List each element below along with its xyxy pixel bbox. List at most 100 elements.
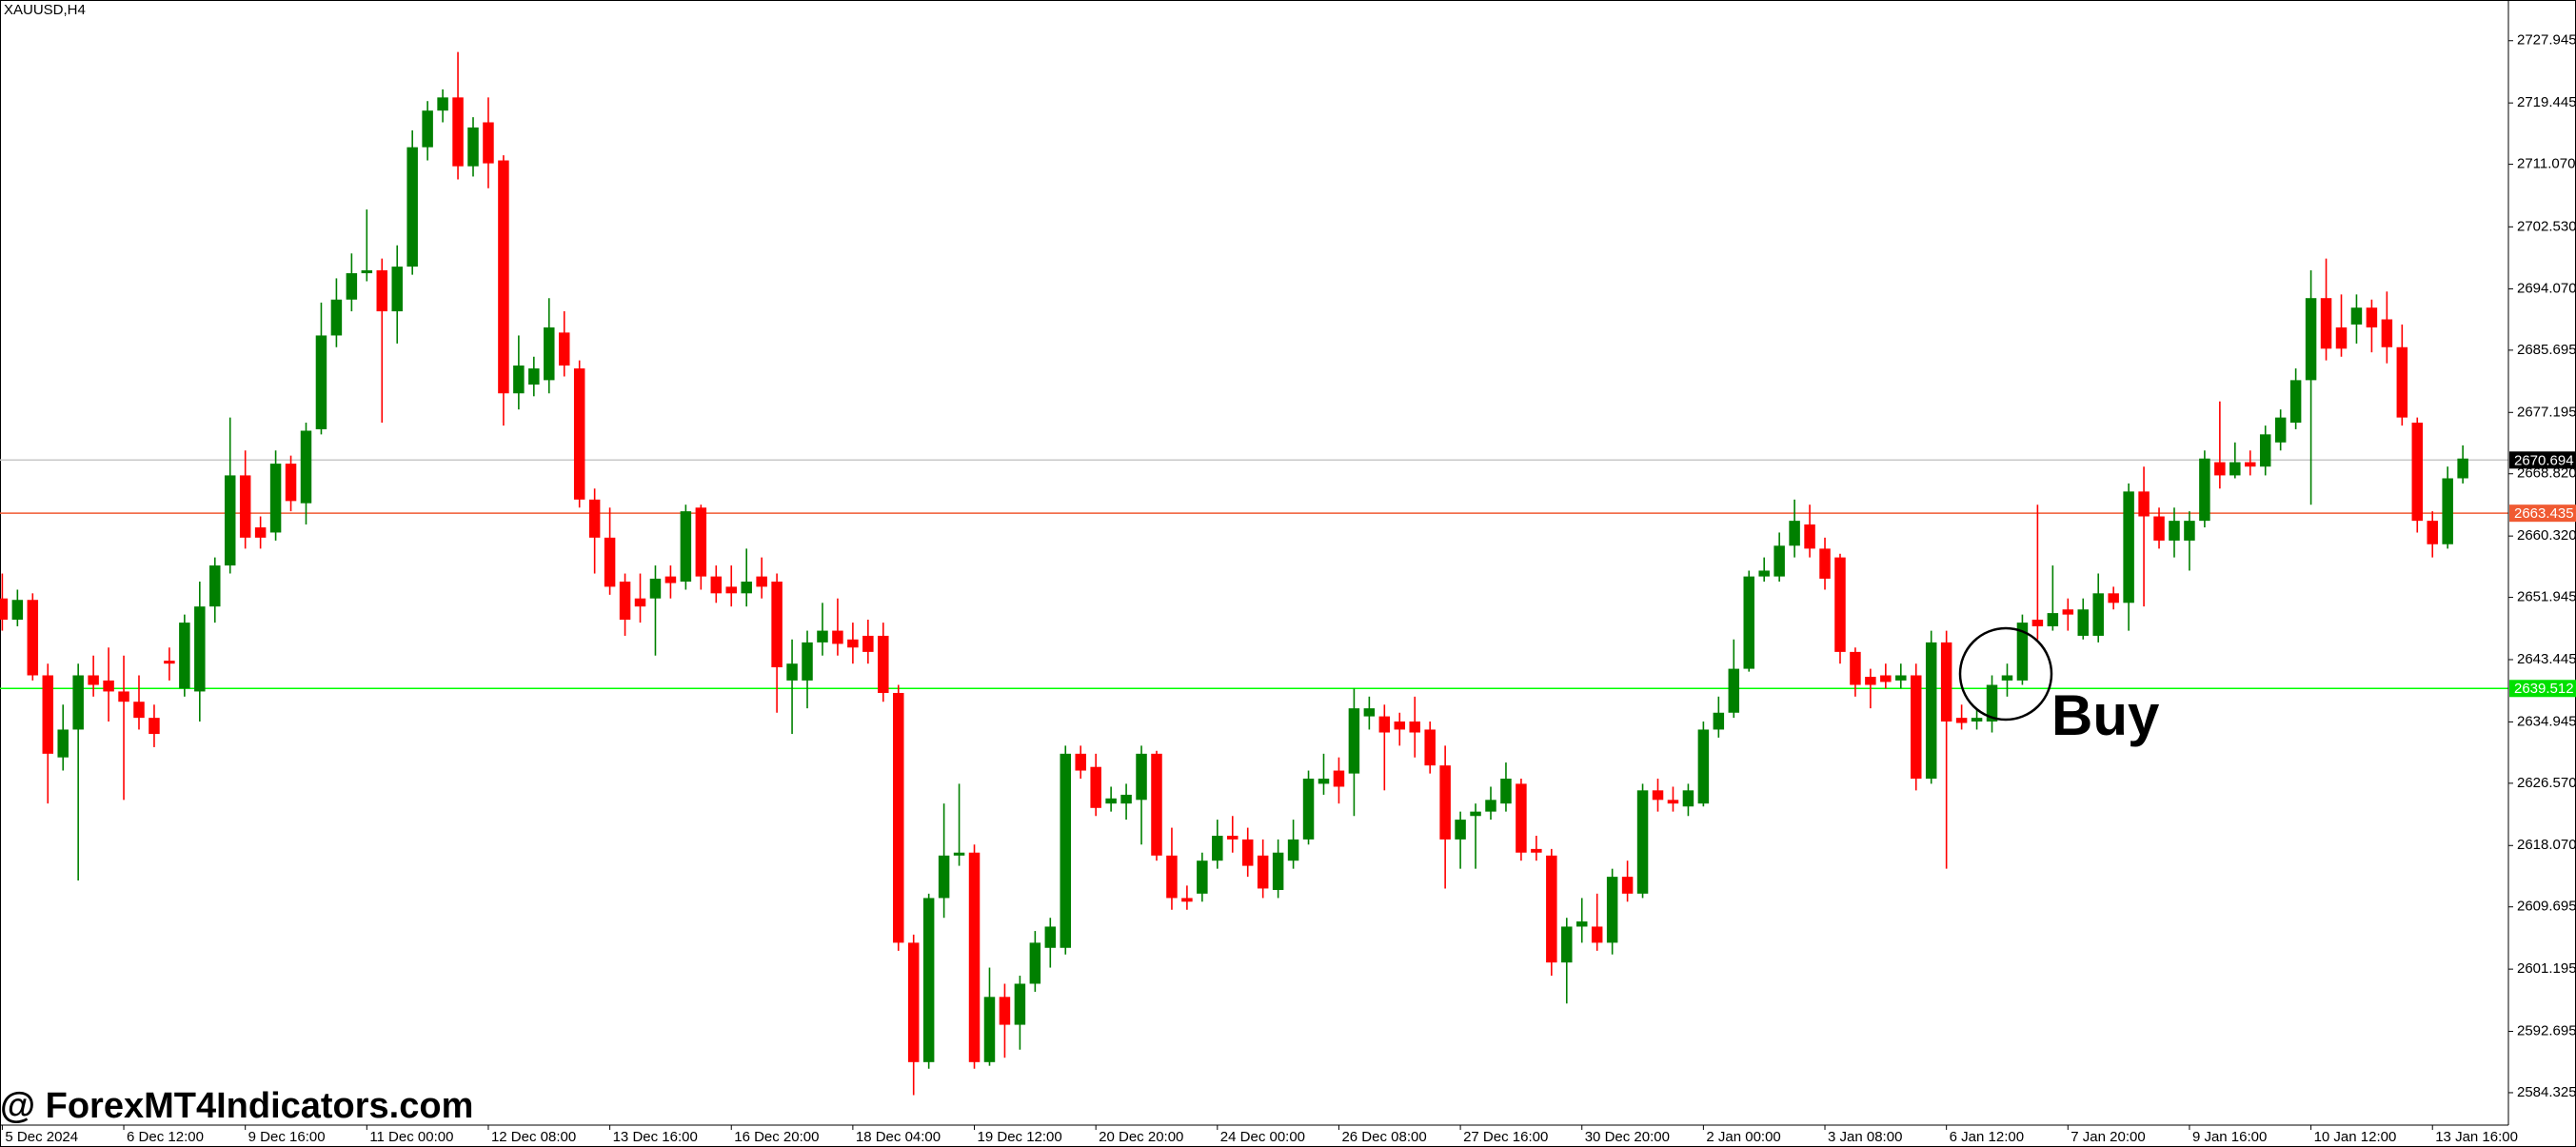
y-tick-label: 2711.070 [2517, 156, 2575, 172]
y-tick-label: 2685.695 [2517, 342, 2576, 358]
price-lines [0, 459, 2508, 690]
price-label: 2663.435 [2514, 505, 2574, 522]
candle-body [285, 464, 297, 502]
candle-body [2153, 516, 2165, 541]
candle-body [619, 582, 631, 621]
candle-body [2138, 491, 2150, 517]
candle-body [1895, 675, 1907, 681]
candle-body [2289, 380, 2302, 424]
candle-body [1363, 708, 1376, 717]
candle-body [11, 600, 24, 621]
candle-body [498, 160, 509, 394]
candle-body [1925, 642, 1937, 780]
candle-body [649, 578, 662, 599]
candle-body [1789, 521, 1800, 546]
candle-body [88, 675, 99, 685]
candle-body [2259, 434, 2271, 467]
candle-body [2366, 307, 2378, 327]
candle-body [346, 273, 358, 300]
candle-body [194, 606, 206, 692]
y-tick-label: 2584.325 [2517, 1084, 2576, 1100]
candle-body [513, 365, 525, 394]
x-tick-label: 7 Jan 20:00 [2071, 1129, 2145, 1145]
candle-body [467, 127, 479, 167]
candle-body [1348, 708, 1360, 774]
candle-body [2274, 417, 2287, 443]
x-tick-label: 9 Jan 16:00 [2192, 1129, 2267, 1145]
candle-body [1682, 790, 1694, 807]
candle-body [315, 335, 327, 429]
candle-body [483, 122, 494, 164]
y-tick-label: 2618.070 [2517, 837, 2576, 853]
candle-body [2305, 298, 2317, 381]
candle-body [179, 623, 190, 689]
y-tick-label: 2626.570 [2517, 775, 2576, 791]
candle-body [330, 299, 343, 336]
buy-circle [1958, 626, 2053, 722]
candle-body [1318, 779, 1330, 784]
candle-body [1971, 718, 1983, 722]
candle-body [1257, 855, 1269, 889]
candle-body [1409, 721, 1420, 733]
candle-body [2062, 609, 2074, 615]
candle-body [695, 507, 707, 577]
candle-body [1986, 684, 1998, 722]
candle-body [968, 852, 981, 1062]
candle-body [27, 600, 39, 676]
candle-body [406, 147, 418, 267]
candle-body [1804, 524, 1815, 549]
candle-body [1439, 765, 1451, 840]
candle-body [1834, 557, 1846, 652]
candle-body [164, 661, 175, 664]
y-tick-label: 2727.945 [2517, 32, 2576, 49]
candle-body [2016, 623, 2029, 681]
candle-body [1060, 753, 1072, 948]
candle-body [2457, 458, 2468, 479]
x-tick-label: 13 Jan 16:00 [2435, 1129, 2518, 1145]
candle-body [2335, 326, 2348, 349]
candle-body [680, 511, 692, 583]
candle-body [1713, 712, 1725, 730]
candle-body [1197, 860, 1208, 894]
candle-body [2381, 319, 2393, 347]
x-tick-label: 19 Dec 12:00 [978, 1129, 1062, 1145]
candle-body [1151, 753, 1162, 856]
candle-body [209, 565, 221, 607]
candle-body [2350, 307, 2363, 325]
candle-body [422, 110, 433, 148]
candle-body [1955, 718, 1968, 723]
candle-body [588, 499, 601, 538]
candle-body [1014, 983, 1026, 1025]
x-tick-label: 26 Dec 08:00 [1341, 1129, 1426, 1145]
candle-body [239, 475, 251, 538]
candle-body [922, 898, 935, 1062]
candle-body [938, 855, 950, 899]
candle-body [2123, 491, 2134, 603]
candle-body [1758, 570, 1770, 577]
y-tick-label: 2609.695 [2517, 899, 2576, 915]
candle-body [1652, 790, 1664, 801]
candle-body [269, 464, 282, 533]
candle-body [300, 430, 312, 504]
candle-body [604, 537, 616, 587]
x-tick-label: 5 Dec 2024 [5, 1129, 78, 1145]
x-tick-label: 3 Jan 08:00 [1828, 1129, 1902, 1145]
candle-body [0, 598, 9, 621]
candle-body [452, 97, 464, 167]
candle-body [224, 475, 236, 566]
candle-body [1546, 855, 1557, 963]
candle-body [1424, 729, 1436, 766]
candle-body [1044, 926, 1057, 948]
candle-body [1531, 848, 1542, 853]
candle-body [42, 675, 54, 754]
candle-body [437, 97, 448, 111]
candle-body [1090, 766, 1101, 808]
y-tick-label: 2660.320 [2517, 527, 2576, 544]
candle-body [2320, 298, 2332, 349]
watermark: @ ForexMT4Indicators.com [0, 1086, 473, 1126]
candle-body [907, 942, 920, 1062]
y-tick-label: 2694.070 [2517, 280, 2576, 296]
candle-body [57, 729, 69, 758]
